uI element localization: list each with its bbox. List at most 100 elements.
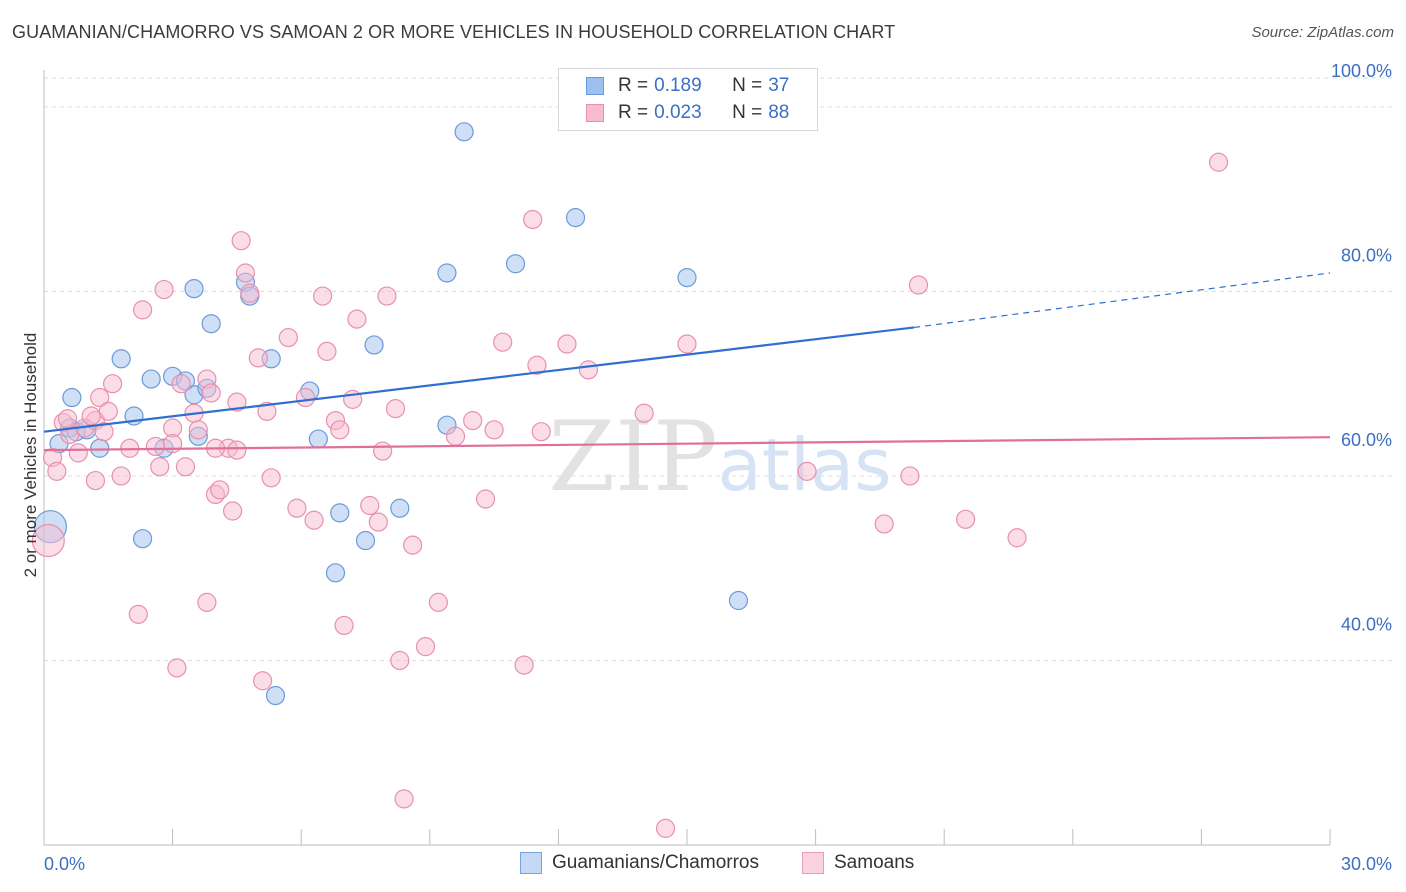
y-tick-label: 60.0% [1341,430,1392,450]
data-point [201,383,221,403]
data-point [145,436,166,457]
data-point [578,360,599,380]
watermark: ZIPatlas [548,401,891,513]
trend-line-guamanians [43,326,915,433]
y-axis-label: 2 or more Vehicles in Household [21,333,40,578]
guamanians-swatch [520,852,542,874]
data-point [150,457,170,477]
data-point [261,468,281,488]
trend-lines [43,272,1331,452]
data-point [102,374,123,394]
data-point [1208,152,1229,172]
trend-line-extension [914,272,1331,329]
legend-label-samoans: Samoans [834,852,915,873]
data-point [677,267,697,288]
trend-line-samoans [43,436,1331,452]
data-point [445,426,466,446]
data-point [797,461,817,481]
data-point [128,604,148,624]
data-point [90,438,110,458]
data-point [240,283,260,303]
data-point [565,208,586,228]
r-label: R = [618,75,649,96]
data-point [330,503,350,523]
data-point [874,514,894,534]
data-point [90,387,110,408]
data-point [31,523,65,558]
data-point [57,409,78,429]
tick-labels: 40.0% 60.0% 80.0% 100.0% 0.0% 30.0% [44,61,1392,874]
series-samoans-points [31,152,1229,838]
data-point [253,671,273,691]
data-point [201,314,221,334]
data-point [85,470,106,491]
data-point [111,466,131,486]
n-label: N = [732,75,763,96]
data-point [210,480,230,500]
data-point [634,403,654,423]
data-point [531,422,551,442]
data-point [437,263,457,283]
data-point [390,498,410,518]
data-point [1007,528,1027,548]
data-point [223,501,243,521]
data-point [728,590,749,611]
legend-row-samoan: R = 0.023 N = 88 [559,100,789,126]
correlation-legend: R = 0.189 N = 37 R = 0.023 N = 88 [558,68,818,131]
data-point [334,615,354,636]
data-point [484,420,504,440]
data-point [175,457,196,477]
data-point [47,461,67,481]
data-point [317,341,337,361]
grid-lines [44,77,1392,661]
data-point [257,401,277,421]
source-label: Source: ZipAtlas.com [1251,24,1394,41]
data-point [304,510,324,530]
chart-title: GUAMANIAN/CHAMORRO VS SAMOAN 2 OR MORE V… [12,22,896,42]
data-point [527,355,547,375]
r-value: 0.023 [654,102,702,123]
r-value: 0.189 [654,75,702,96]
data-point [428,592,448,612]
data-point [154,279,174,300]
data-point [415,637,436,657]
data-point [197,592,217,612]
data-point [62,387,82,408]
data-point [98,401,118,421]
data-point [295,387,316,408]
n-label: N = [732,102,763,123]
data-point [493,332,513,352]
legend-label-guamanians: Guamanians/Chamorros [552,852,759,873]
data-point [377,286,397,306]
r-label: R = [618,102,649,123]
data-point [505,254,526,274]
data-point [908,275,929,295]
data-point [132,300,153,320]
n-value: 88 [768,102,790,123]
data-point [227,392,247,412]
data-point [956,509,976,529]
data-point [94,422,114,442]
x-tick-label: 0.0% [44,854,85,874]
samoans-swatch [802,852,824,874]
data-point [278,327,298,348]
n-value: 37 [768,75,790,96]
data-point [900,466,920,486]
data-point [184,279,204,299]
data-point [557,334,577,354]
data-point [265,685,286,706]
data-point [655,818,676,838]
data-point [308,429,328,449]
legend-item-samoans: Samoans [802,852,914,874]
data-point [403,535,423,555]
x-tick-label: 30.0% [1341,854,1392,874]
y-tick-label: 100.0% [1331,61,1392,81]
samoan-swatch [586,104,604,122]
data-point [227,440,247,460]
data-point [360,495,380,516]
data-point [677,334,697,354]
data-point [248,348,268,368]
data-point [167,658,187,678]
data-point [313,286,333,306]
